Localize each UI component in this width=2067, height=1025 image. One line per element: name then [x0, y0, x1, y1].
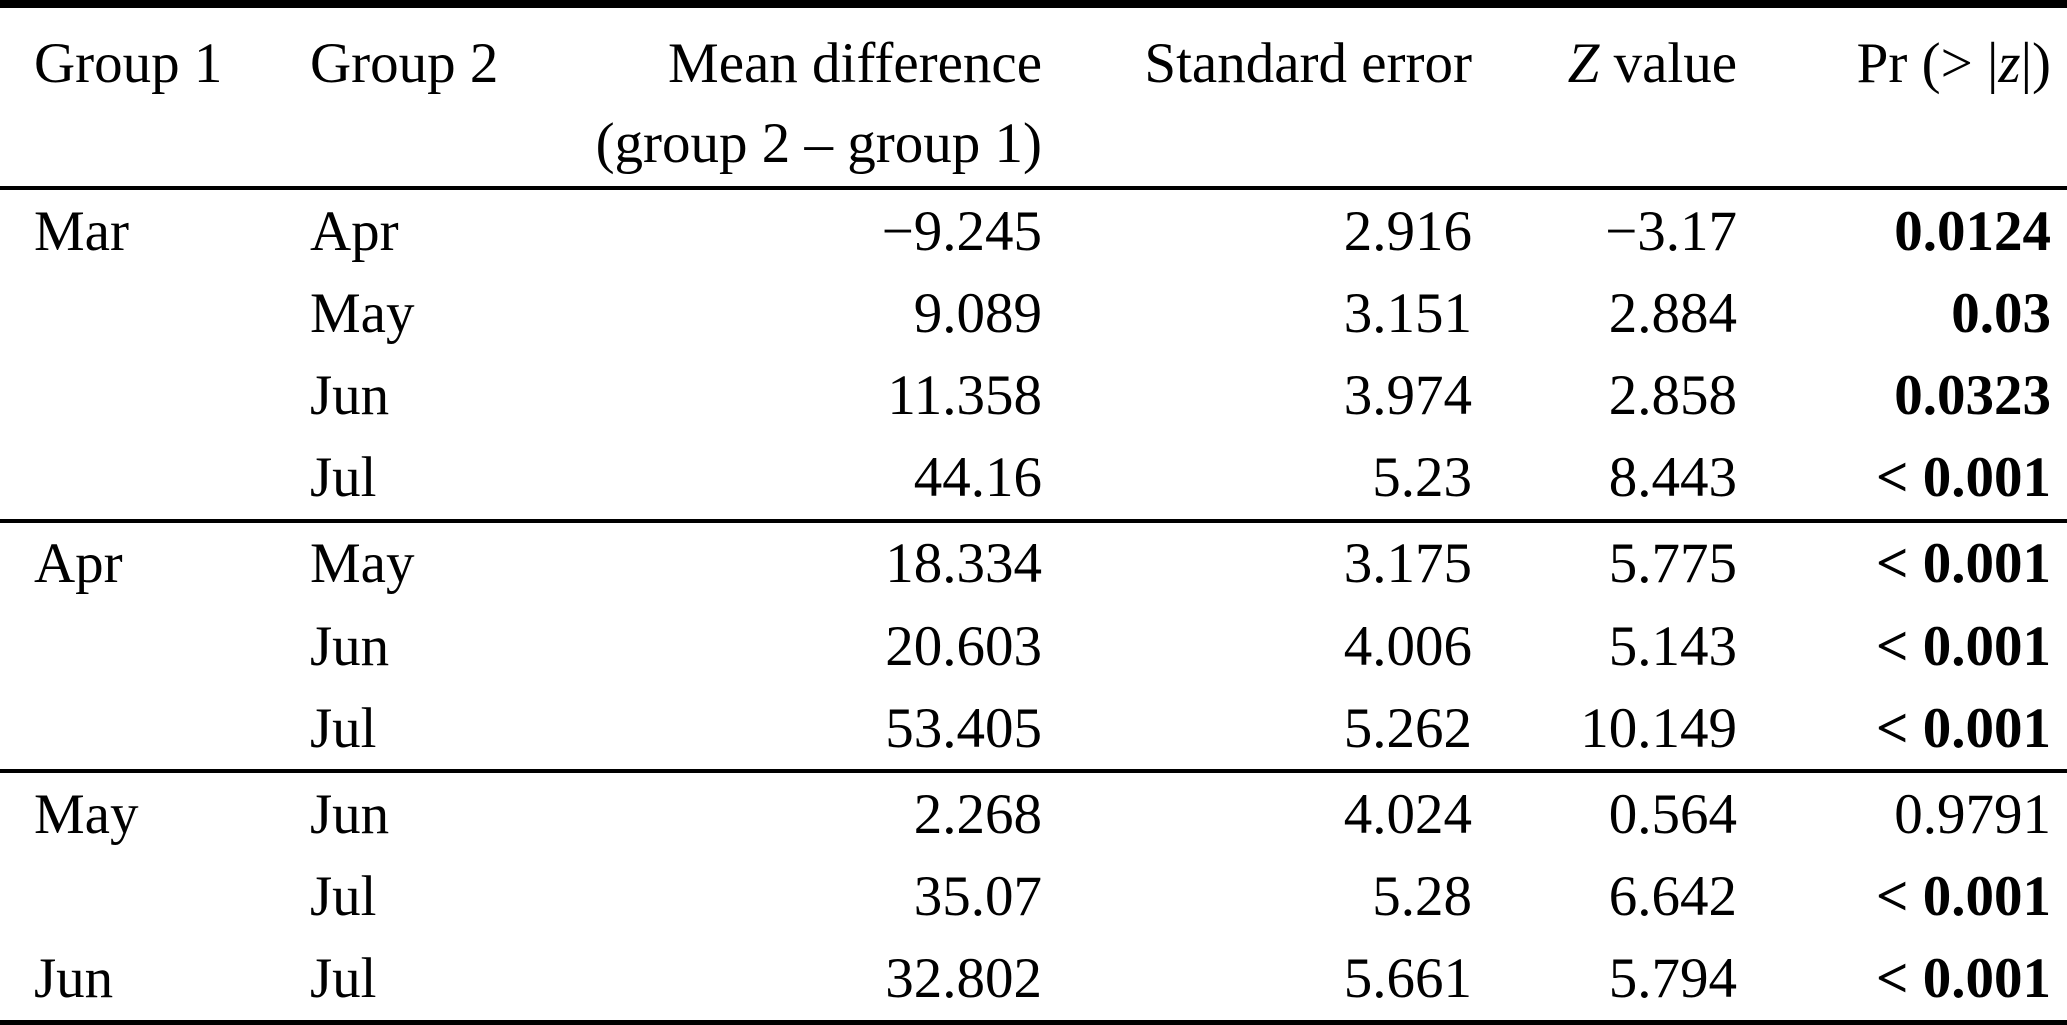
cell-mean-difference: 20.603 — [885, 614, 1042, 678]
cell-group2: Jun — [310, 614, 390, 678]
pr-header-post: |) — [2020, 32, 2051, 95]
cell-pr: 0.0124 — [1894, 199, 2051, 263]
cell-pr: < 0.001 — [1876, 614, 2051, 678]
cell-z-value: 5.794 — [1608, 947, 1737, 1011]
cell-mean-difference: −9.245 — [881, 199, 1042, 263]
cell-standard-error: 3.175 — [1343, 532, 1472, 596]
header-standard-error: Standard error — [1144, 32, 1472, 95]
cell-z-value: 0.564 — [1608, 782, 1737, 846]
cell-standard-error: 5.28 — [1372, 865, 1472, 929]
header-group2: Group 2 — [310, 32, 499, 95]
cell-standard-error: 4.006 — [1343, 614, 1472, 678]
group-block-mar: Mar Apr −9.245 2.916 −3.17 0.0124 May 9.… — [0, 188, 2067, 521]
cell-standard-error: 3.974 — [1343, 363, 1472, 427]
cell-pr: 0.03 — [1951, 281, 2051, 345]
table-row: Jul 35.07 5.28 6.642 < 0.001 — [0, 856, 2067, 938]
cell-pr: 0.0323 — [1894, 363, 2051, 427]
cell-pr: 0.9791 — [1894, 782, 2051, 846]
table-row: Jul 44.16 5.23 8.443 < 0.001 — [0, 437, 2067, 521]
cell-group1 — [0, 272, 280, 354]
cell-mean-difference: 11.358 — [887, 363, 1042, 427]
mean-difference-formula: (group 2 – group 1) — [595, 112, 1042, 175]
cell-mean-difference: 2.268 — [913, 782, 1042, 846]
cell-z-value: 10.149 — [1580, 696, 1737, 760]
cell-z-value: 5.143 — [1608, 614, 1737, 678]
cell-standard-error: 3.151 — [1343, 281, 1472, 345]
cell-pr: < 0.001 — [1876, 446, 2051, 510]
header-mean-difference: Mean difference (group 2 – group 1) — [530, 4, 1050, 188]
cell-group2: Jun — [310, 782, 390, 846]
cell-group1: Apr — [34, 532, 123, 596]
table-row: Jun Jul 32.802 5.661 5.794 < 0.001 — [0, 938, 2067, 1023]
cell-group2: Jun — [310, 363, 390, 427]
pr-header-z-italic: z — [1998, 32, 2021, 95]
cell-z-value: −3.17 — [1605, 199, 1737, 263]
cell-mean-difference: 32.802 — [885, 947, 1042, 1011]
cell-group1: Mar — [34, 199, 129, 263]
cell-pr: < 0.001 — [1876, 532, 2051, 596]
cell-pr: < 0.001 — [1876, 947, 2051, 1011]
table-row: May 9.089 3.151 2.884 0.03 — [0, 272, 2067, 354]
cell-z-value: 2.858 — [1608, 363, 1737, 427]
cell-group2: Jul — [310, 696, 377, 760]
cell-mean-difference: 18.334 — [885, 532, 1042, 596]
cell-group2: Jul — [310, 446, 377, 510]
cell-group1 — [0, 856, 280, 938]
cell-group1 — [0, 605, 280, 687]
cell-z-value: 6.642 — [1608, 865, 1737, 929]
group-block-may-jun: May Jun 2.268 4.024 0.564 0.9791 Jul 35.… — [0, 771, 2067, 1022]
z-value-header-italic: Z — [1567, 32, 1600, 95]
table-row: Jun 11.358 3.974 2.858 0.0323 — [0, 354, 2067, 436]
table-header: Group 1 Group 2 Mean difference (group 2… — [0, 4, 2067, 188]
table-row: Jun 20.603 4.006 5.143 < 0.001 — [0, 605, 2067, 687]
cell-standard-error: 5.661 — [1343, 947, 1472, 1011]
mean-difference-label: Mean difference — [668, 32, 1042, 95]
cell-standard-error: 2.916 — [1343, 199, 1472, 263]
cell-z-value: 2.884 — [1608, 281, 1737, 345]
cell-z-value: 8.443 — [1608, 446, 1737, 510]
cell-z-value: 5.775 — [1608, 532, 1737, 596]
cell-group1 — [0, 437, 280, 521]
cell-group1: Jun — [34, 947, 114, 1011]
header-row: Group 1 Group 2 Mean difference (group 2… — [0, 4, 2067, 188]
header-pr: Pr (> |z|) — [1745, 4, 2067, 188]
cell-pr: < 0.001 — [1876, 865, 2051, 929]
header-group1: Group 1 — [34, 32, 223, 95]
cell-group2: Apr — [310, 199, 399, 263]
cell-standard-error: 5.262 — [1343, 696, 1472, 760]
cell-mean-difference: 53.405 — [885, 696, 1042, 760]
table-row: Jul 53.405 5.262 10.149 < 0.001 — [0, 687, 2067, 771]
group-block-apr: Apr May 18.334 3.175 5.775 < 0.001 Jun 2… — [0, 520, 2067, 772]
cell-standard-error: 4.024 — [1343, 782, 1472, 846]
cell-group2: Jul — [310, 947, 377, 1011]
cell-mean-difference: 44.16 — [913, 446, 1042, 510]
pr-header-pre: Pr (> | — [1856, 32, 1999, 95]
z-value-header-rest: value — [1599, 32, 1737, 95]
cell-mean-difference: 9.089 — [913, 281, 1042, 345]
table-row: Mar Apr −9.245 2.916 −3.17 0.0124 — [0, 188, 2067, 272]
cell-group1 — [0, 687, 280, 771]
cell-group1: May — [34, 782, 139, 846]
cell-group2: Jul — [310, 865, 377, 929]
cell-group2: May — [310, 281, 415, 345]
cell-standard-error: 5.23 — [1372, 446, 1472, 510]
cell-pr: < 0.001 — [1876, 696, 2051, 760]
table-row: Apr May 18.334 3.175 5.775 < 0.001 — [0, 521, 2067, 605]
cell-group2: May — [310, 532, 415, 596]
header-z-value: Z value — [1480, 4, 1745, 188]
cell-group1 — [0, 354, 280, 436]
cell-mean-difference: 35.07 — [913, 865, 1042, 929]
table-row: May Jun 2.268 4.024 0.564 0.9791 — [0, 771, 2067, 855]
